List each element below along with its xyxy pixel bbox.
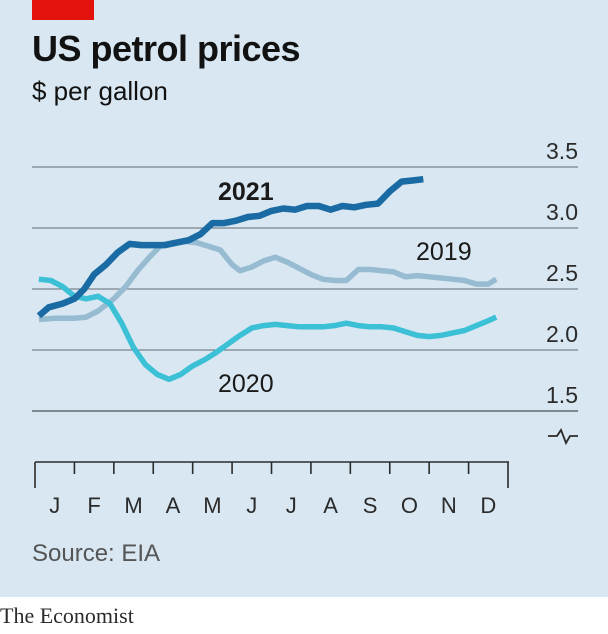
x-tick-label: J [246,493,257,518]
x-tick-label: D [480,493,496,518]
x-tick-label: O [401,493,418,518]
x-tick-label: N [441,493,457,518]
series-label-2020: 2020 [218,370,274,398]
series-label-2019: 2019 [416,238,472,266]
x-tick-label: A [323,493,338,518]
x-tick-label: J [286,493,297,518]
x-tick-label: A [166,493,181,518]
x-tick-label: J [49,493,60,518]
axis-break-icon [548,428,578,446]
y-tick-label: 2.5 [546,260,578,286]
x-tick-label: F [87,493,100,518]
series-line-2021 [36,175,424,319]
x-tick-label: M [124,493,142,518]
x-tick-label: M [203,493,221,518]
y-tick-label: 2.0 [546,321,578,347]
y-tick-label: 3.5 [546,138,578,164]
x-tick-label: S [363,493,378,518]
y-tick-label: 1.5 [546,382,578,408]
economist-logo: The Economist [0,603,134,628]
series-line-2020 [38,276,498,383]
chart-title: US petrol prices [32,28,301,69]
brand-red-tag [32,0,94,20]
source-note: Source: EIA [32,540,161,567]
series-line-2019 [38,238,498,323]
chart-subtitle: $ per gallon [32,76,168,106]
series-label-2021: 2021 [218,178,274,206]
y-tick-label: 3.0 [546,199,578,225]
